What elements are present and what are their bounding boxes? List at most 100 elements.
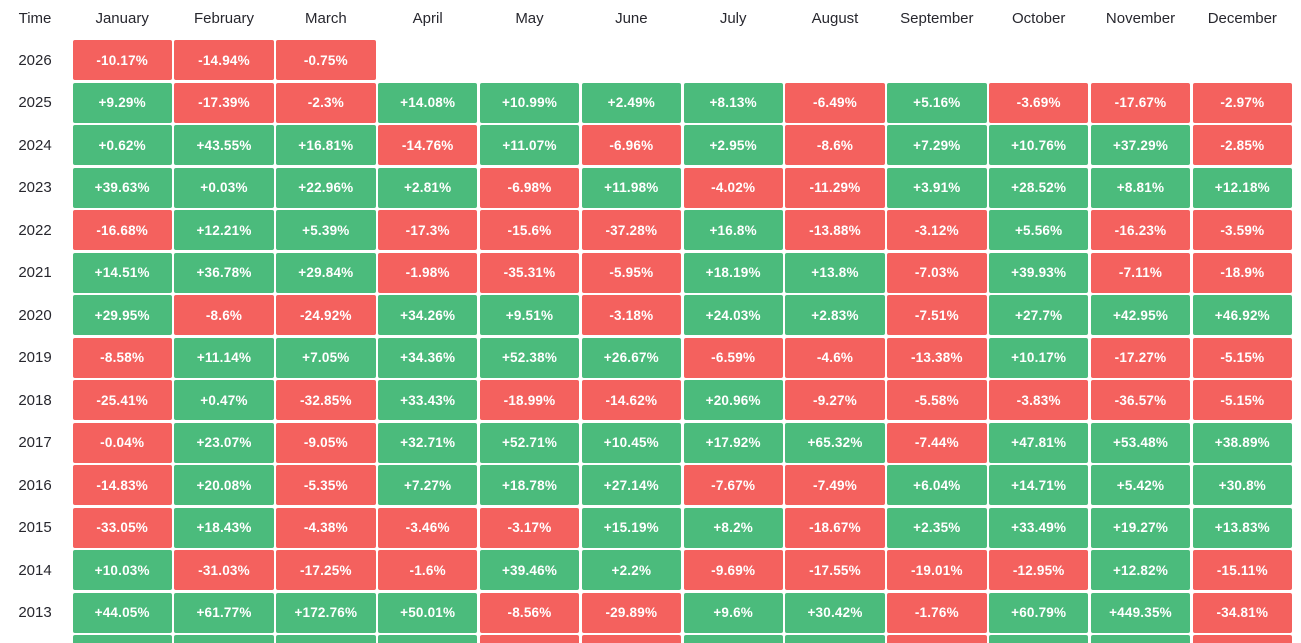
return-cell: +27.14% — [581, 465, 681, 505]
return-cell: +9.6% — [683, 592, 783, 633]
return-cell: -8.58% — [72, 337, 172, 378]
return-cell: +5.39% — [276, 210, 376, 250]
column-header-time: Time — [0, 0, 70, 38]
return-cell: +23.07% — [174, 422, 274, 463]
return-cell: -4.6% — [785, 337, 885, 378]
return-cell-clipped — [989, 635, 1089, 643]
return-cell: +22.96% — [276, 167, 376, 208]
return-cell: -6.96% — [581, 125, 681, 165]
return-cell: -2.97% — [1192, 82, 1292, 123]
return-cell: -8.6% — [785, 125, 885, 165]
return-cell: -5.15% — [1192, 380, 1292, 420]
return-cell: +12.82% — [1090, 550, 1191, 590]
return-cell: -14.83% — [72, 465, 172, 505]
return-cell: -2.85% — [1192, 125, 1292, 165]
return-cell: +39.93% — [989, 252, 1089, 293]
return-cell: +34.26% — [378, 295, 478, 335]
empty-cell — [887, 40, 987, 80]
return-cell: -4.02% — [683, 167, 783, 208]
return-cell: +46.92% — [1192, 295, 1292, 335]
return-cell: +16.8% — [683, 210, 783, 250]
return-cell: +28.52% — [989, 167, 1089, 208]
column-header-september: September — [887, 0, 987, 38]
return-cell: +5.42% — [1090, 465, 1191, 505]
return-cell: +44.05% — [72, 592, 172, 633]
return-cell: -7.51% — [887, 295, 987, 335]
return-cell: +3.91% — [887, 167, 987, 208]
return-cell: -18.67% — [785, 507, 885, 548]
return-cell: +9.51% — [479, 295, 580, 335]
return-cell: -16.23% — [1090, 210, 1191, 250]
return-cell: -3.59% — [1192, 210, 1292, 250]
column-header-july: July — [683, 0, 783, 38]
return-cell: -7.49% — [785, 465, 885, 505]
row-year-label-clipped — [0, 635, 70, 643]
return-cell: -9.27% — [785, 380, 885, 420]
return-cell: +8.81% — [1090, 167, 1191, 208]
return-cell: +6.04% — [887, 465, 987, 505]
return-cell: +61.77% — [174, 592, 274, 633]
row-year-label: 2026 — [0, 40, 70, 80]
return-cell: -2.3% — [276, 82, 376, 123]
return-cell: -3.18% — [581, 295, 681, 335]
return-cell: -0.75% — [276, 40, 376, 80]
return-cell: -9.69% — [683, 550, 783, 590]
return-cell: +5.16% — [887, 82, 987, 123]
return-cell: -18.9% — [1192, 252, 1292, 293]
return-cell: -6.49% — [785, 82, 885, 123]
return-cell: +449.35% — [1090, 592, 1191, 633]
return-cell: -14.76% — [378, 125, 478, 165]
empty-cell — [1192, 40, 1292, 80]
return-cell: +2.83% — [785, 295, 885, 335]
row-year-label: 2025 — [0, 82, 70, 123]
return-cell-clipped — [479, 635, 580, 643]
return-cell: -17.55% — [785, 550, 885, 590]
return-cell: -29.89% — [581, 592, 681, 633]
return-cell: +36.78% — [174, 252, 274, 293]
return-cell: -13.88% — [785, 210, 885, 250]
return-cell: -1.76% — [887, 592, 987, 633]
return-cell: +18.19% — [683, 252, 783, 293]
return-cell: +2.2% — [581, 550, 681, 590]
return-cell-clipped — [276, 635, 376, 643]
return-cell: +19.27% — [1090, 507, 1191, 548]
return-cell: -18.99% — [479, 380, 580, 420]
return-cell: +0.47% — [174, 380, 274, 420]
column-header-january: January — [72, 0, 172, 38]
return-cell: +0.62% — [72, 125, 172, 165]
empty-cell — [581, 40, 681, 80]
return-cell: +2.49% — [581, 82, 681, 123]
return-cell: +13.8% — [785, 252, 885, 293]
column-header-may: May — [479, 0, 580, 38]
return-cell: -17.27% — [1090, 337, 1191, 378]
return-cell: +43.55% — [174, 125, 274, 165]
return-cell: +20.08% — [174, 465, 274, 505]
return-cell: -37.28% — [581, 210, 681, 250]
return-cell: +7.27% — [378, 465, 478, 505]
return-cell: +29.84% — [276, 252, 376, 293]
return-cell: +27.7% — [989, 295, 1089, 335]
return-cell: +39.46% — [479, 550, 580, 590]
empty-cell — [479, 40, 580, 80]
return-cell: +14.51% — [72, 252, 172, 293]
empty-cell — [785, 40, 885, 80]
return-cell: -8.56% — [479, 592, 580, 633]
return-cell: -14.94% — [174, 40, 274, 80]
return-cell: +12.21% — [174, 210, 274, 250]
row-year-label: 2021 — [0, 252, 70, 293]
return-cell: -36.57% — [1090, 380, 1191, 420]
row-year-label: 2015 — [0, 507, 70, 548]
return-cell: +7.29% — [887, 125, 987, 165]
return-cell-clipped — [378, 635, 478, 643]
return-cell-clipped — [683, 635, 783, 643]
return-cell: +13.83% — [1192, 507, 1292, 548]
column-header-april: April — [378, 0, 478, 38]
return-cell-clipped — [174, 635, 274, 643]
row-year-label: 2020 — [0, 295, 70, 335]
empty-cell — [683, 40, 783, 80]
column-header-november: November — [1090, 0, 1191, 38]
return-cell: +34.36% — [378, 337, 478, 378]
return-cell-clipped — [72, 635, 172, 643]
return-cell: +15.19% — [581, 507, 681, 548]
